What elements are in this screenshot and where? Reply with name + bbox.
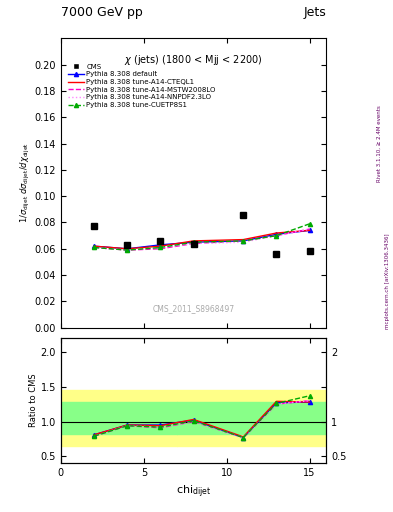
Text: Jets: Jets bbox=[303, 7, 326, 19]
Text: CMS_2011_S8968497: CMS_2011_S8968497 bbox=[152, 304, 235, 313]
Text: $\chi$ (jets) (1800 < Mjj < 2200): $\chi$ (jets) (1800 < Mjj < 2200) bbox=[124, 53, 263, 67]
Text: 7000 GeV pp: 7000 GeV pp bbox=[61, 7, 143, 19]
X-axis label: chi$_{\rm dijet}$: chi$_{\rm dijet}$ bbox=[176, 484, 211, 500]
Legend: CMS, Pythia 8.308 default, Pythia 8.308 tune-A14-CTEQL1, Pythia 8.308 tune-A14-M: CMS, Pythia 8.308 default, Pythia 8.308 … bbox=[67, 62, 217, 110]
Y-axis label: $1/\sigma_{\rm dijet}\ d\sigma_{\rm dijet}/d\chi_{\rm dijet}$: $1/\sigma_{\rm dijet}\ d\sigma_{\rm dije… bbox=[19, 143, 32, 223]
Text: mcplots.cern.ch [arXiv:1306.3436]: mcplots.cern.ch [arXiv:1306.3436] bbox=[385, 234, 389, 329]
Text: Rivet 3.1.10, ≥ 2.4M events: Rivet 3.1.10, ≥ 2.4M events bbox=[377, 105, 382, 182]
Y-axis label: Ratio to CMS: Ratio to CMS bbox=[29, 374, 38, 428]
